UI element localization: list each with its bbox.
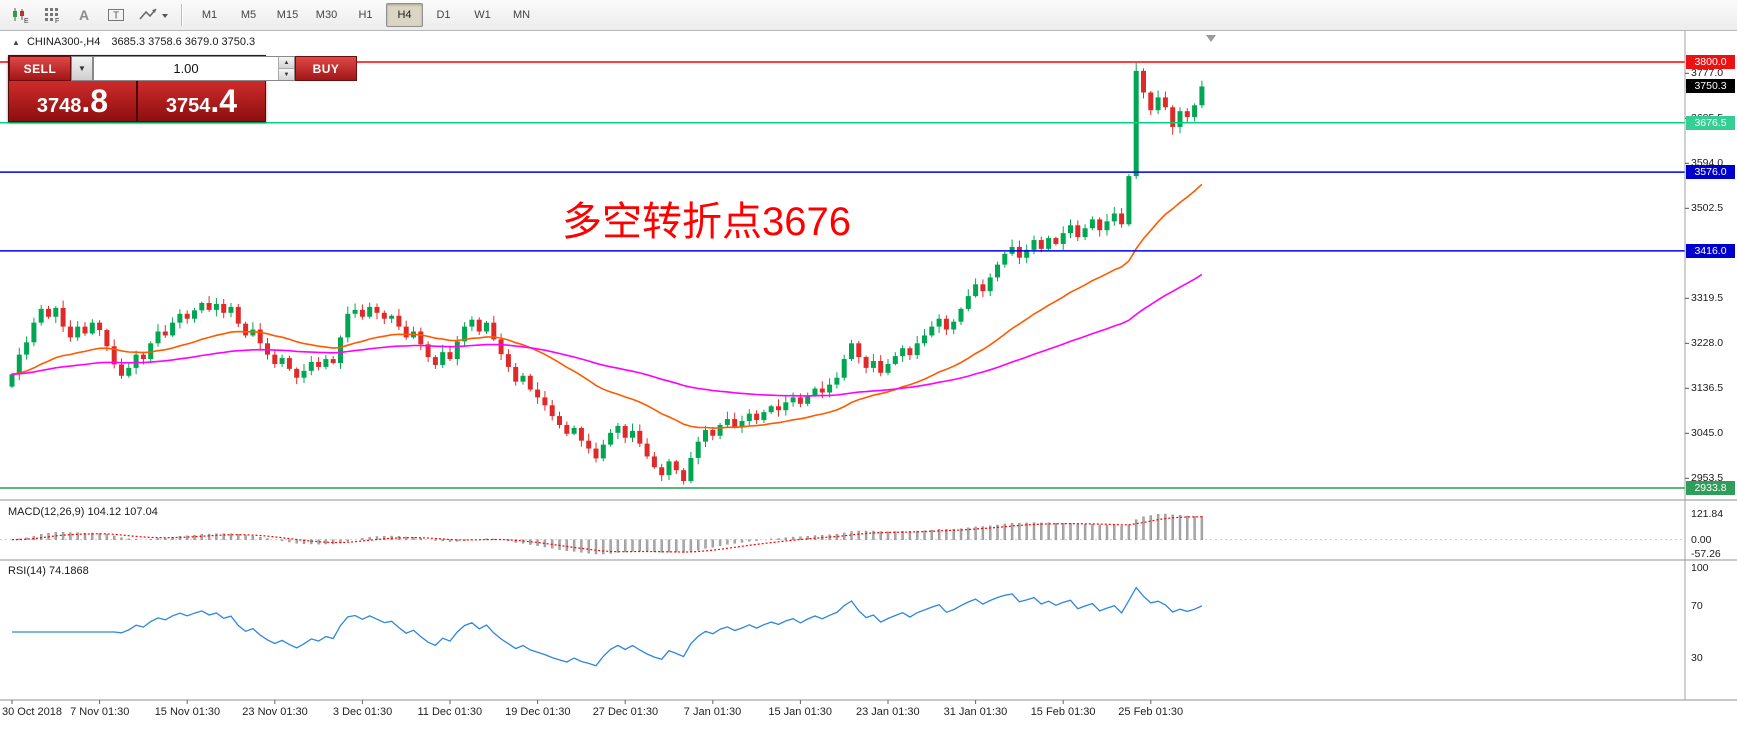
- candlestick-tool-icon[interactable]: E: [5, 2, 35, 28]
- toolbar: E F A T: [0, 0, 1737, 31]
- volume-dropdown-button[interactable]: ▼: [71, 56, 93, 81]
- timeframe-button-m1[interactable]: M1: [201, 9, 218, 21]
- volume-field: ▲ ▼: [93, 56, 295, 81]
- chart-canvas[interactable]: [0, 31, 1737, 754]
- volume-steppers: ▲ ▼: [278, 57, 294, 80]
- macd-indicator-label: MACD(12,26,9) 104.12 107.04: [8, 506, 158, 518]
- volume-down-button[interactable]: ▼: [279, 69, 294, 80]
- svg-text:F: F: [55, 18, 59, 24]
- sell-button[interactable]: SELL: [9, 56, 71, 81]
- timeframe-group: M1 M5 M15 M30 H1 H4 D1 W1 MN: [190, 3, 541, 27]
- ma-fast-line: [11, 183, 1203, 429]
- timeframe-button-d1[interactable]: D1: [436, 9, 451, 21]
- macd-signal-line: [11, 516, 1202, 553]
- rsi-line: [12, 586, 1203, 667]
- chart-text-annotation[interactable]: 多空转折点3676: [562, 200, 851, 244]
- timeframe-button-h4[interactable]: H4: [386, 3, 423, 27]
- buy-button[interactable]: BUY: [295, 56, 357, 81]
- timeframe-button-mn[interactable]: MN: [512, 9, 531, 21]
- candles-layer: [9, 62, 1205, 485]
- chart-shift-marker[interactable]: [1206, 35, 1216, 42]
- sell-price-display[interactable]: 3748.8: [9, 81, 138, 121]
- svg-text:A: A: [79, 7, 89, 23]
- drawing-tools-icon[interactable]: [133, 2, 173, 28]
- ma-slow-line: [11, 273, 1203, 397]
- macd-histogram: [18, 513, 1204, 555]
- timeframe-button-m5[interactable]: M5: [240, 9, 257, 21]
- timeframe-button-m30[interactable]: M30: [315, 9, 338, 21]
- symbol-timeframe: CHINA300-,H4: [26, 36, 101, 48]
- volume-up-button[interactable]: ▲: [279, 57, 294, 69]
- text-tool-icon[interactable]: A: [69, 2, 99, 28]
- symbol-marker-icon: ▲: [12, 38, 20, 47]
- grid-tool-icon[interactable]: F: [37, 2, 67, 28]
- volume-input[interactable]: [94, 57, 278, 80]
- chart-ohlc-header: ▲ CHINA300-,H4 3685.3 3758.6 3679.0 3750…: [12, 36, 255, 48]
- svg-text:E: E: [24, 18, 29, 24]
- one-click-trading-panel: SELL ▼ ▲ ▼ BUY 3748.8 3754.4: [8, 55, 357, 122]
- text-label-tool-icon[interactable]: T: [101, 2, 131, 28]
- timeframe-button-w1[interactable]: W1: [474, 9, 491, 21]
- chart-area[interactable]: ▲ CHINA300-,H4 3685.3 3758.6 3679.0 3750…: [0, 31, 1737, 754]
- buy-price-display[interactable]: 3754.4: [138, 81, 265, 121]
- ohlc-values: 3685.3 3758.6 3679.0 3750.3: [111, 36, 256, 48]
- toolbar-separator: [181, 4, 183, 26]
- timeframe-button-m15[interactable]: M15: [276, 9, 299, 21]
- timeframe-button-h1[interactable]: H1: [358, 9, 373, 21]
- svg-text:T: T: [113, 11, 119, 22]
- rsi-indicator-label: RSI(14) 74.1868: [8, 565, 89, 577]
